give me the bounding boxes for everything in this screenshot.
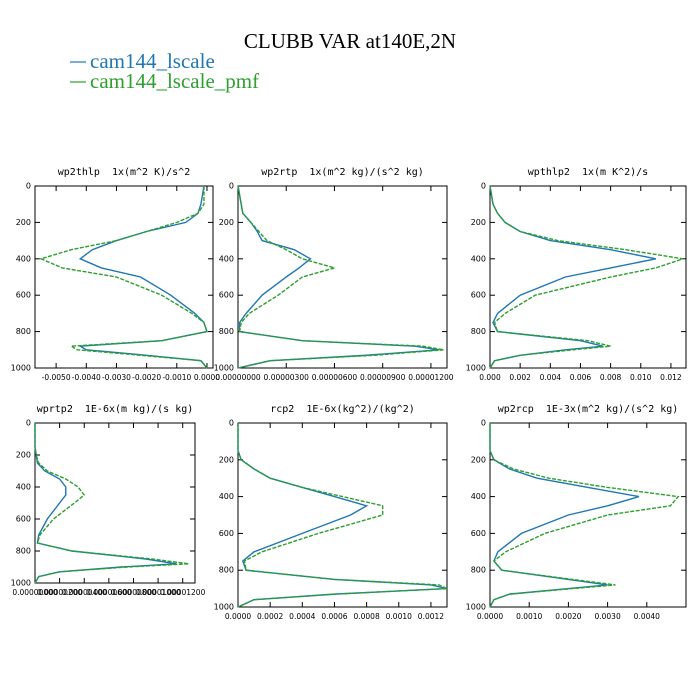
y-tick-label: 600 <box>16 291 31 300</box>
x-tick-label: 0.0004 <box>289 612 315 621</box>
x-tick-label: 0.00000000 <box>12 588 58 597</box>
y-tick-label: 800 <box>16 547 31 556</box>
panel-title: wp2rtp 1x(m^2 kg)/(s^2 kg) <box>261 167 424 178</box>
x-tick-label: 0.00000000 <box>215 373 261 382</box>
x-tick-label: 0.0008 <box>353 612 379 621</box>
x-tick-label: 0.00001200 <box>408 373 454 382</box>
panel-title: wpthlp2 1x(m K^2)/s <box>528 167 648 178</box>
y-tick-label: 0 <box>26 419 31 428</box>
plot-frame <box>237 422 448 608</box>
y-tick-label: 0 <box>26 182 31 191</box>
x-tick-label: 0.0002 <box>257 612 283 621</box>
series-line <box>77 185 208 369</box>
plot-frame <box>489 422 687 608</box>
y-tick-label: 800 <box>471 327 486 336</box>
panel-title: wp2rcp 1E-3x(m^2 kg)/(s^2 kg) <box>498 404 679 415</box>
legend-label: cam144_lscale <box>90 49 215 73</box>
y-tick-label: 600 <box>471 291 486 300</box>
x-tick-label: 0.0012 <box>418 612 444 621</box>
legend-label: cam144_lscale_pmf <box>90 69 259 93</box>
y-tick-label: 600 <box>219 529 234 538</box>
y-tick-label: 0 <box>229 182 234 191</box>
x-tick-label: -0.0030 <box>102 373 131 382</box>
y-tick-label: 400 <box>471 254 486 263</box>
y-tick-label: 200 <box>16 218 31 227</box>
x-tick-label: 0.0000 <box>194 373 220 382</box>
x-tick-label: 0.0006 <box>321 612 347 621</box>
x-tick-label: 0.00001000 <box>135 588 181 597</box>
x-tick-label: 0.00000600 <box>86 588 132 597</box>
panel-title: wprtp2 1E-6x(m kg)/(s kg) <box>37 404 194 415</box>
x-tick-label: 0.0000 <box>225 612 251 621</box>
x-tick-label: 0.000 <box>479 373 501 382</box>
x-tick-label: 0.008 <box>600 373 622 382</box>
plot-frame <box>237 185 448 369</box>
series-line <box>489 423 680 608</box>
series-line <box>489 185 656 369</box>
y-tick-label: 600 <box>219 291 234 300</box>
x-tick-label: 0.0010 <box>516 612 542 621</box>
y-tick-label: 400 <box>16 254 31 263</box>
series-line <box>38 186 208 369</box>
x-tick-label: 0.00000600 <box>312 373 358 382</box>
y-tick-label: 1000 <box>466 364 486 373</box>
x-tick-label: 0.00000800 <box>111 588 157 597</box>
y-tick-label: 800 <box>219 566 234 575</box>
y-tick-label: 200 <box>16 451 31 460</box>
series-line <box>237 423 448 608</box>
y-tick-label: 400 <box>471 492 486 501</box>
series-line <box>237 185 444 369</box>
x-tick-label: 0.00000300 <box>264 373 310 382</box>
x-tick-label: 0.002 <box>509 373 531 382</box>
y-tick-label: 0 <box>481 419 486 428</box>
x-tick-label: 0.012 <box>660 373 682 382</box>
x-tick-label: 0.0040 <box>634 612 660 621</box>
y-tick-label: 600 <box>471 529 486 538</box>
x-tick-label: 0.00000400 <box>62 588 108 597</box>
y-tick-label: 800 <box>219 327 234 336</box>
x-tick-label: 0.010 <box>630 373 652 382</box>
y-tick-label: 0 <box>229 419 234 428</box>
y-tick-label: 1000 <box>214 364 234 373</box>
y-tick-label: 200 <box>219 455 234 464</box>
panel-title: wp2thlp 1x(m^2 K)/s^2 <box>58 167 190 178</box>
x-tick-label: -0.0050 <box>42 373 71 382</box>
panel-title: rcp2 1E-6x(kg^2)/(kg^2) <box>270 404 415 415</box>
y-tick-label: 400 <box>16 483 31 492</box>
x-tick-label: 0.004 <box>540 373 562 382</box>
x-tick-label: 0.00000200 <box>37 588 83 597</box>
y-tick-label: 400 <box>219 492 234 501</box>
y-tick-label: 400 <box>219 254 234 263</box>
plot-frame <box>34 185 214 369</box>
x-tick-label: -0.0020 <box>132 373 161 382</box>
y-tick-label: 1000 <box>214 603 234 612</box>
plot-frame <box>34 422 196 584</box>
x-tick-label: 0.0020 <box>555 612 581 621</box>
y-tick-label: 1000 <box>11 364 31 373</box>
x-tick-label: 0.00001200 <box>160 588 206 597</box>
y-tick-label: 800 <box>471 566 486 575</box>
x-tick-label: 0.0000 <box>477 612 503 621</box>
y-tick-label: 0 <box>481 182 486 191</box>
x-tick-label: 0.00000900 <box>360 373 406 382</box>
plot-frame <box>489 185 687 369</box>
x-tick-label: 0.0010 <box>386 612 412 621</box>
series-line <box>489 185 684 369</box>
x-tick-label: -0.0040 <box>72 373 101 382</box>
y-tick-label: 1000 <box>11 579 31 588</box>
x-tick-label: -0.0010 <box>162 373 191 382</box>
x-tick-label: 0.0030 <box>594 612 620 621</box>
x-tick-label: 0.006 <box>570 373 592 382</box>
y-tick-label: 200 <box>471 455 486 464</box>
figure-title: CLUBB VAR at140E,2N <box>244 29 456 53</box>
y-tick-label: 800 <box>16 327 31 336</box>
series-line <box>34 423 189 584</box>
y-tick-label: 200 <box>471 218 486 227</box>
y-tick-label: 600 <box>16 515 31 524</box>
y-tick-label: 200 <box>219 218 234 227</box>
y-tick-label: 1000 <box>466 603 486 612</box>
